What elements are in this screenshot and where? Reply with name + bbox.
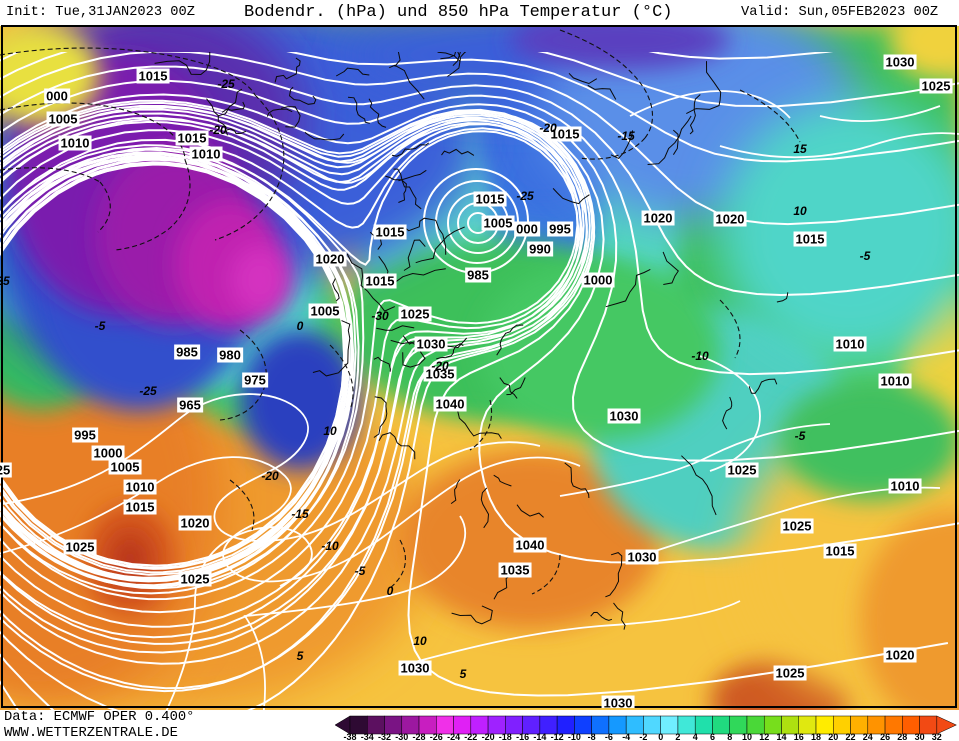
svg-text:-38: -38: [343, 732, 356, 741]
svg-text:-18: -18: [499, 732, 512, 741]
svg-text:0: 0: [658, 732, 663, 741]
svg-text:26: 26: [880, 732, 890, 741]
svg-text:4: 4: [693, 732, 698, 741]
svg-text:-28: -28: [412, 732, 425, 741]
svg-text:-4: -4: [622, 732, 630, 741]
svg-text:-14: -14: [533, 732, 546, 741]
svg-text:20: 20: [828, 732, 838, 741]
svg-text:12: 12: [759, 732, 769, 741]
svg-text:-6: -6: [605, 732, 613, 741]
svg-text:30: 30: [915, 732, 925, 741]
svg-text:24: 24: [863, 732, 873, 741]
svg-text:-8: -8: [588, 732, 596, 741]
svg-text:18: 18: [811, 732, 821, 741]
svg-text:-2: -2: [639, 732, 647, 741]
svg-text:16: 16: [794, 732, 804, 741]
svg-text:-32: -32: [378, 732, 391, 741]
svg-text:-30: -30: [395, 732, 408, 741]
svg-text:-12: -12: [551, 732, 564, 741]
svg-text:-22: -22: [464, 732, 477, 741]
svg-text:-26: -26: [430, 732, 443, 741]
svg-text:10: 10: [742, 732, 752, 741]
svg-text:8: 8: [727, 732, 732, 741]
svg-text:-20: -20: [482, 732, 495, 741]
svg-text:-10: -10: [568, 732, 581, 741]
svg-text:6: 6: [710, 732, 715, 741]
svg-text:32: 32: [932, 732, 942, 741]
svg-text:-24: -24: [447, 732, 460, 741]
svg-text:2: 2: [675, 732, 680, 741]
svg-text:-34: -34: [361, 732, 374, 741]
svg-text:22: 22: [845, 732, 855, 741]
svg-text:14: 14: [776, 732, 786, 741]
svg-text:28: 28: [897, 732, 907, 741]
svg-text:-16: -16: [516, 732, 529, 741]
